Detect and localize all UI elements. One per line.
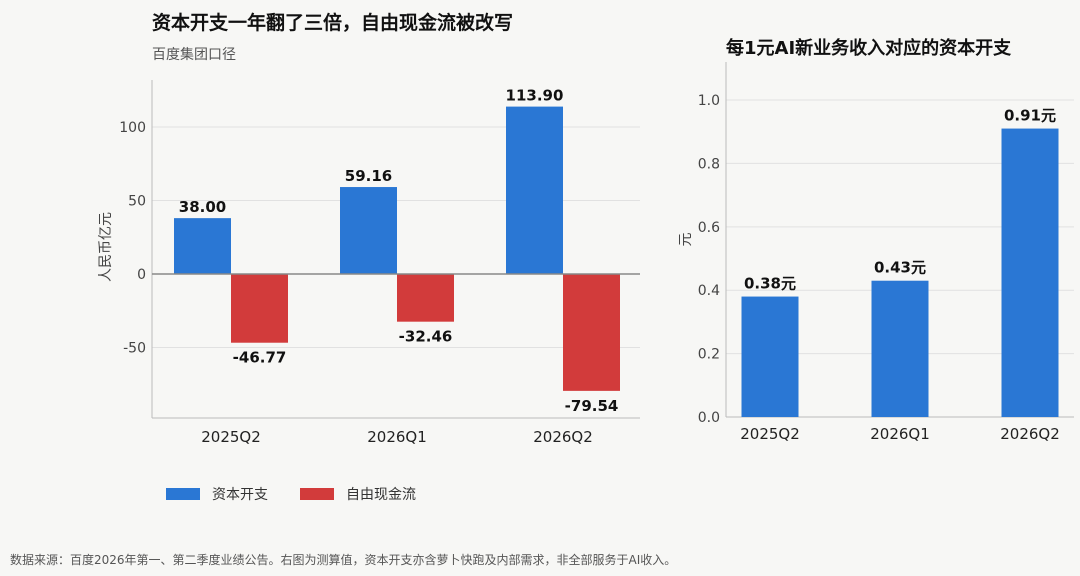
right-y-tick-label: 0.4	[698, 283, 720, 299]
left-bar-fcf	[563, 273, 620, 391]
right-bar-value-label: 0.38元	[744, 275, 796, 293]
left-bar-capex	[174, 218, 231, 274]
left-y-tick-label: -50	[123, 340, 146, 356]
left-bar-fcf	[231, 273, 288, 343]
legend: 资本开支 自由现金流	[166, 484, 448, 504]
right-x-tick-label: 2025Q2	[740, 425, 800, 443]
left-y-axis-title: 人民币亿元	[98, 212, 114, 282]
left-y-tick-label: 50	[128, 194, 146, 210]
right-y-tick-label: 0.2	[698, 347, 720, 363]
legend-label-fcf: 自由现金流	[346, 487, 416, 503]
left-chart-subtitle: 百度集团口径	[152, 47, 236, 63]
right-y-tick-label: 0.0	[698, 410, 720, 426]
left-bar-capex	[506, 106, 563, 274]
left-bar-value-label: 38.00	[179, 198, 226, 216]
legend-swatch-capex	[166, 488, 200, 500]
left-y-tick-label: 100	[119, 120, 146, 136]
right-chart-title: 每1元AI新业务收入对应的资本开支	[726, 38, 1012, 59]
left-bar-value-label: -79.54	[565, 397, 619, 415]
left-bar-fcf	[397, 273, 454, 322]
right-x-tick-label: 2026Q2	[1000, 425, 1060, 443]
right-x-tick-label: 2026Q1	[870, 425, 930, 443]
legend-swatch-fcf	[300, 488, 334, 500]
left-x-tick-label: 2026Q1	[367, 428, 427, 446]
right-y-tick-label: 1.0	[698, 93, 720, 109]
legend-label-capex: 资本开支	[212, 487, 268, 503]
left-bar-capex	[340, 187, 397, 274]
right-bar	[1001, 128, 1059, 417]
left-chart-title: 资本开支一年翻了三倍，自由现金流被改写	[152, 12, 514, 34]
right-y-tick-label: 0.6	[698, 220, 720, 236]
left-bar-value-label: 59.16	[345, 167, 392, 185]
left-y-tick-label: 0	[137, 267, 146, 283]
data-source-footnote: 数据来源：百度2026年第一、第二季度业绩公告。右图为测算值，资本开支亦含萝卜快…	[10, 553, 677, 567]
legend-item-capex[interactable]: 资本开支	[166, 484, 268, 504]
right-bar	[741, 296, 799, 417]
left-x-tick-label: 2025Q2	[201, 428, 261, 446]
left-bar-value-label: -46.77	[233, 349, 287, 367]
left-bar-value-label: 113.90	[506, 87, 564, 105]
right-bar	[871, 280, 929, 417]
right-bar-value-label: 0.91元	[1004, 107, 1056, 125]
legend-item-fcf[interactable]: 自由现金流	[300, 484, 416, 504]
right-y-tick-label: 0.8	[698, 156, 720, 172]
left-bar-value-label: -32.46	[399, 328, 453, 346]
right-y-axis-title: 元	[678, 233, 694, 247]
left-x-tick-label: 2026Q2	[533, 428, 593, 446]
right-bar-value-label: 0.43元	[874, 259, 926, 277]
